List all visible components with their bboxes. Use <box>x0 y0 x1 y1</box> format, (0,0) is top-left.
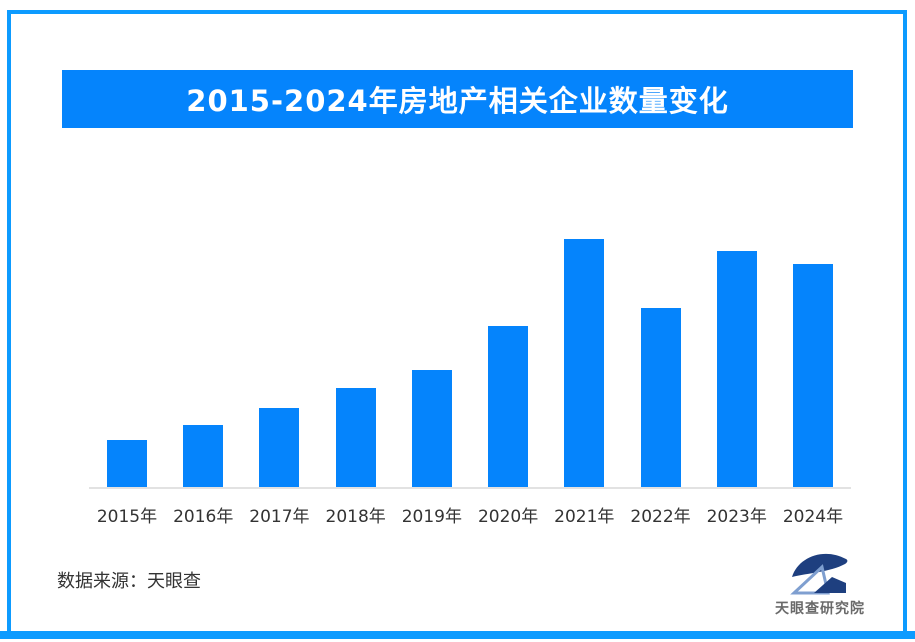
x-axis-label: 2019年 <box>401 507 462 527</box>
bar-slot <box>699 237 775 487</box>
frame-border-top <box>7 10 907 14</box>
bar-2023年 <box>716 251 757 487</box>
publisher-logo-label: 天眼查研究院 <box>775 601 865 617</box>
bar-chart: 2015年 2016年 2017年 2018年 2019年 2020年 2021年 2022年… <box>89 237 851 527</box>
tianyancha-logo-icon <box>790 553 848 595</box>
bar-plot <box>89 237 851 489</box>
bar-2016年 <box>183 425 224 487</box>
frame-border-left <box>7 10 11 632</box>
x-axis-label: 2022年 <box>630 507 691 527</box>
x-axis-label: 2017年 <box>249 507 310 527</box>
bar-2022年 <box>640 308 681 487</box>
bar-2018年 <box>335 388 376 487</box>
bar-2020年 <box>488 326 529 487</box>
bar-slot <box>241 237 317 487</box>
bar-2017年 <box>259 408 300 487</box>
bar-2019年 <box>411 370 452 487</box>
x-axis-label: 2021年 <box>554 507 615 527</box>
x-axis-label: 2024年 <box>782 507 844 527</box>
frame-bottom-strip <box>0 631 915 639</box>
bar-slot <box>546 237 622 487</box>
bar-slot <box>623 237 699 487</box>
bar-2024年 <box>792 264 833 487</box>
bar-2015年 <box>107 440 147 487</box>
x-axis-label: 2020年 <box>477 507 539 527</box>
title-banner: 2015-2024年房地产相关企业数量变化 <box>62 70 853 128</box>
data-source-note: 数据来源：天眼查 <box>57 571 201 592</box>
x-axis-label: 2023年 <box>706 507 767 527</box>
bar-slot <box>165 237 241 487</box>
bar-slot <box>89 237 165 487</box>
x-axis-label: 2018年 <box>325 507 386 527</box>
publisher-logo: 天眼查研究院 <box>765 551 875 618</box>
frame-border-right <box>903 10 907 632</box>
bar-slot <box>775 237 851 487</box>
x-axis-label: 2015年 <box>96 507 158 527</box>
bar-slot <box>318 237 394 487</box>
chart-title: 2015-2024年房地产相关企业数量变化 <box>186 84 729 118</box>
x-axis-labels: 2015年 2016年 2017年 2018年 2019年 2020年 2021年 2022年… <box>89 502 851 527</box>
bar-slot <box>470 237 546 487</box>
bar-slot <box>394 237 470 487</box>
x-axis-label: 2016年 <box>173 507 234 527</box>
bar-2021年 <box>564 239 605 487</box>
